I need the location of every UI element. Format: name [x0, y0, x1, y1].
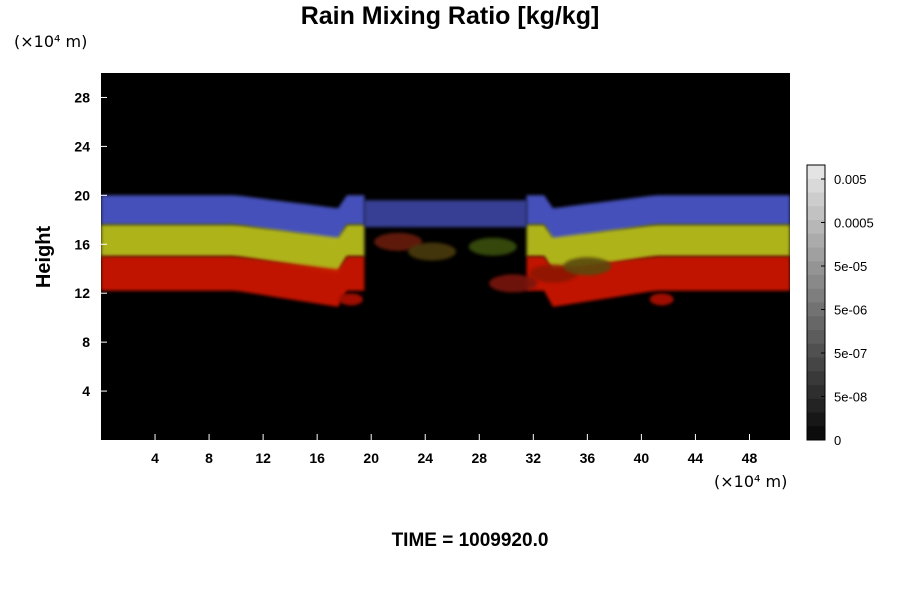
colorbar-level	[807, 178, 825, 193]
colorbar-level	[807, 426, 825, 441]
colorbar-level	[807, 288, 825, 303]
rain-field	[101, 195, 790, 307]
y-tick-label: 20	[74, 187, 90, 203]
colorbar-level	[807, 330, 825, 345]
x-tick-label: 8	[205, 450, 213, 466]
field-band	[526, 195, 790, 241]
x-tick-label: 40	[634, 450, 650, 466]
field-blob	[489, 274, 538, 293]
colorbar-level	[807, 343, 825, 358]
colorbar-label: 5e-08	[834, 390, 867, 405]
time-label: TIME = 1009920.0	[391, 530, 549, 551]
y-axis-label: Height	[33, 226, 55, 289]
y-axis: 4 8 12 16 20 24 28	[74, 89, 107, 399]
colorbar-label: 0.005	[834, 172, 867, 187]
y-tick-label: 16	[74, 236, 90, 252]
colorbar-label: 5e-05	[834, 259, 867, 274]
x-tick-label: 44	[688, 450, 704, 466]
colorbar-level	[807, 165, 825, 180]
colorbar-level	[807, 247, 825, 262]
y-axis-unit: (×10⁴ m)	[14, 32, 88, 51]
field-band	[101, 195, 365, 241]
colorbar-level	[807, 316, 825, 331]
x-tick-label: 16	[309, 450, 325, 466]
x-tick-label: 32	[526, 450, 542, 466]
field-blob	[407, 242, 456, 261]
field-blob	[374, 232, 423, 251]
colorbar-level	[807, 261, 825, 276]
colorbar-level	[807, 220, 825, 235]
colorbar-level	[807, 275, 825, 290]
colorbar-label: 0	[834, 433, 841, 448]
colorbar-level	[807, 192, 825, 207]
x-tick-label: 48	[742, 450, 758, 466]
colorbar-level	[807, 206, 825, 221]
colorbar-level	[807, 233, 825, 248]
x-tick-label: 20	[363, 450, 379, 466]
field-band	[101, 256, 365, 307]
colorbar-label: 0.0005	[834, 216, 874, 231]
colorbar-label: 5e-06	[834, 303, 867, 318]
colorbar-level	[807, 412, 825, 427]
y-tick-label: 8	[82, 334, 90, 350]
colorbar-level	[807, 371, 825, 386]
field-band	[364, 200, 527, 228]
y-tick-label: 24	[74, 138, 90, 154]
x-tick-label: 36	[580, 450, 596, 466]
chart-title: Rain Mixing Ratio [kg/kg]	[300, 2, 600, 30]
x-axis-unit: (×10⁴ m)	[714, 472, 788, 491]
y-tick-label: 4	[82, 383, 90, 399]
colorbar-frame	[806, 164, 826, 441]
field-blob	[468, 237, 517, 256]
field-tip	[649, 293, 674, 306]
x-tick-label: 28	[471, 450, 487, 466]
colorbar-level	[807, 357, 825, 372]
colorbar-level	[807, 398, 825, 413]
colorbar: 0.005 0.0005 5e-05 5e-06 5e-07 5e-08 0	[806, 164, 874, 448]
x-tick-label: 24	[417, 450, 433, 466]
field-tip	[338, 293, 363, 306]
y-tick-label: 12	[74, 285, 90, 301]
colorbar-level	[807, 302, 825, 317]
x-axis: 4 8 12 16 20 24 28 32 36 40 44 48	[151, 434, 757, 466]
x-tick-label: 4	[151, 450, 159, 466]
field-band	[101, 224, 365, 273]
colorbar-level	[807, 385, 825, 400]
y-tick-label: 28	[74, 89, 90, 105]
x-tick-label: 12	[255, 450, 271, 466]
colorbar-label: 5e-07	[834, 346, 867, 361]
field-blob	[563, 257, 612, 276]
